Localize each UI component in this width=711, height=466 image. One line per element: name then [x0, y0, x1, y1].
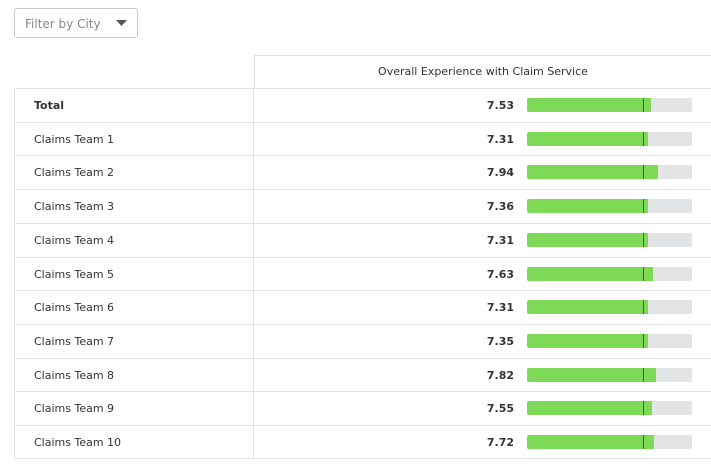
label-cell — [14, 358, 254, 392]
bar-track — [527, 333, 692, 348]
bar-track — [527, 199, 692, 214]
table-bottom — [14, 458, 711, 459]
table-row: Claims Team 6 7.31 — [14, 290, 711, 325]
label-cell — [14, 190, 254, 224]
table-row: Total 7.53 — [14, 88, 711, 122]
table-row: Claims Team 5 7.63 — [14, 256, 711, 291]
bar-track — [527, 266, 692, 281]
city-filter[interactable]: Filter by City — [14, 8, 138, 38]
table-row: Claims Team 4 7.31 — [14, 222, 711, 257]
benchmark-marker — [642, 435, 644, 449]
bar — [527, 333, 649, 348]
label-cell — [14, 257, 254, 291]
row-label: Claims Team 7 — [34, 334, 115, 348]
row-value: 7.63 — [486, 267, 514, 281]
bar-track — [527, 232, 692, 247]
label-cell — [14, 324, 254, 358]
row-label: Claims Team 9 — [34, 402, 115, 416]
filter-label: Filter by City — [25, 17, 101, 31]
benchmark-marker — [642, 199, 644, 214]
bar-track — [527, 131, 692, 146]
bar-track — [527, 98, 692, 112]
caret — [116, 20, 127, 26]
benchmark-marker — [642, 131, 644, 146]
table-row: Claims Team 3 7.36 — [14, 189, 711, 224]
bar-track — [527, 435, 692, 449]
bar — [527, 165, 658, 180]
row-label: Claims Team 10 — [34, 436, 122, 449]
row-label: Claims Team 3 — [34, 200, 115, 214]
bar-track — [527, 401, 692, 416]
table-row: Claims Team 8 7.82 — [14, 357, 711, 392]
label-cell — [14, 392, 254, 426]
bar — [527, 131, 648, 146]
bar — [527, 199, 649, 214]
label-cell — [14, 223, 254, 257]
bar — [527, 98, 652, 112]
benchmark-marker — [642, 401, 644, 416]
table-row: Claims Team 2 7.94 — [14, 155, 711, 190]
row-value: 7.55 — [486, 402, 514, 416]
row-label: Claims Team 2 — [34, 166, 115, 180]
row-value: 7.36 — [486, 200, 514, 214]
bar — [527, 266, 653, 281]
label-cell — [14, 156, 254, 190]
benchmark-marker — [642, 367, 644, 382]
bar — [527, 300, 648, 315]
row-value: 7.53 — [486, 99, 514, 112]
table-row: Claims Team 10 7.72 — [14, 425, 711, 459]
benchmark-marker — [642, 266, 644, 281]
bar — [527, 401, 652, 416]
label-cell — [14, 291, 254, 325]
row-label: Claims Team 8 — [34, 368, 115, 382]
benchmark-marker — [642, 98, 644, 112]
row-value: 7.31 — [486, 301, 514, 315]
row-label: Claims Team 6 — [34, 301, 115, 315]
table-row: Claims Team 1 7.31 — [14, 121, 711, 156]
bar — [527, 435, 655, 449]
label-cell — [14, 122, 254, 156]
row-value: 7.35 — [486, 334, 514, 348]
row-label: Total — [34, 99, 65, 112]
benchmark-marker — [642, 300, 644, 315]
column-header: Overall Experience with Claim Service — [254, 55, 711, 88]
table-row: Claims Team 9 7.55 — [14, 391, 711, 426]
label-cell — [14, 89, 254, 122]
benchmark-marker — [642, 232, 644, 247]
row-label: Claims Team 4 — [34, 233, 115, 247]
benchmark-marker — [642, 333, 644, 348]
bar — [527, 367, 657, 382]
row-value: 7.72 — [486, 436, 514, 449]
row-value: 7.82 — [486, 368, 514, 382]
bar-track — [527, 300, 692, 315]
row-value: 7.94 — [486, 166, 514, 180]
table-row: Claims Team 7 7.35 — [14, 323, 711, 358]
label-cell — [14, 426, 254, 459]
bar-track — [527, 367, 692, 382]
row-value: 7.31 — [486, 233, 514, 247]
bar-track — [527, 165, 692, 180]
row-label: Claims Team 1 — [34, 132, 115, 146]
row-value: 7.31 — [486, 132, 514, 146]
bar — [527, 232, 648, 247]
row-label: Claims Team 5 — [34, 267, 115, 281]
benchmark-marker — [642, 165, 644, 180]
